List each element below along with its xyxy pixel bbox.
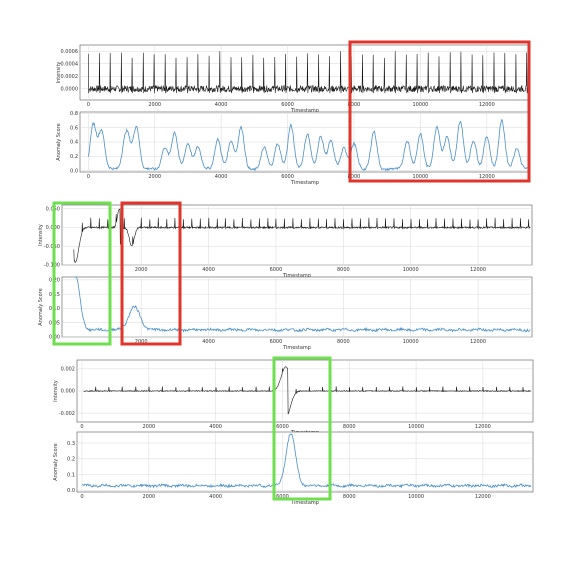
y-tick-label: -0.100	[44, 263, 60, 269]
x-axis-label: Timestamp	[282, 345, 311, 351]
y-tick-label: 0.8	[70, 111, 78, 117]
x-tick-label: 10000	[412, 102, 428, 108]
y-tick-label: 0.0000	[61, 86, 79, 92]
y-tick-label: 0.4	[70, 140, 78, 146]
panel-3-score: 0 2000 4000 6000 8000 10000 120000.00.10.20.3T…	[53, 432, 533, 506]
x-tick-label: 6000	[270, 339, 283, 345]
x-tick-label: 2000	[142, 494, 155, 500]
x-tick-label: 0	[87, 174, 90, 180]
y-axis-label: Intensity	[53, 380, 59, 402]
x-tick-label: 0	[87, 102, 90, 108]
panel-1-score: 0 2000 4000 6000 8000 10000 120000.00.20.40.60…	[56, 111, 530, 186]
y-tick-label: -0.002	[59, 411, 75, 417]
y-axis-label: Intensity	[56, 62, 62, 84]
x-tick-label: 12000	[470, 339, 486, 345]
x-tick-label: 12000	[479, 174, 495, 180]
panel-2-signal: 2000 4000 6000 8000 10000 12000-0.100-0.0500.…	[38, 205, 532, 279]
y-axis-label: Intensity	[38, 224, 44, 246]
x-tick-label: 8000	[343, 494, 356, 500]
x-tick-label: 10000	[403, 267, 419, 273]
x-tick-label: 4000	[202, 339, 215, 345]
x-tick-label: 2000	[148, 102, 161, 108]
plot-frame	[62, 205, 532, 265]
y-tick-label: 0.0	[70, 168, 78, 174]
y-tick-label: 0.1	[67, 472, 75, 478]
x-tick-label: 4000	[215, 102, 228, 108]
y-tick-label: 0.0006	[61, 49, 79, 55]
y-tick-label: 0.0	[67, 488, 75, 494]
y-tick-label: 0.0004	[61, 61, 79, 67]
x-tick-label: 10000	[408, 494, 424, 500]
x-tick-label: 8000	[337, 267, 350, 273]
x-tick-label: 10000	[403, 339, 419, 345]
y-tick-label: 0.2	[67, 457, 75, 463]
x-tick-label: 6000	[276, 424, 289, 430]
x-tick-label: 4000	[209, 424, 222, 430]
x-tick-label: 8000	[337, 339, 350, 345]
y-tick-label: 0.3	[67, 441, 75, 447]
x-tick-label: 12000	[475, 494, 491, 500]
x-tick-label: 2000	[135, 267, 148, 273]
plot-frame	[77, 432, 533, 492]
y-tick-label: -0.050	[44, 244, 60, 250]
x-tick-label: 0	[80, 424, 83, 430]
x-tick-label: 4000	[209, 494, 222, 500]
x-tick-label: 4000	[202, 267, 215, 273]
panel-1-signal: 0 2000 4000 6000 8000 10000 120000.00000.00020…	[56, 45, 530, 114]
panel-2-score: 2000 4000 6000 8000 10000 120000.000.050.100.…	[38, 277, 532, 351]
x-tick-label: 4000	[215, 174, 228, 180]
x-tick-label: 12000	[470, 267, 486, 273]
x-tick-label: 10000	[408, 424, 424, 430]
y-tick-label: 0.2	[70, 154, 78, 160]
x-tick-label: 10000	[412, 174, 428, 180]
y-axis-label: Anomaly Score	[38, 288, 44, 326]
x-axis-label: Timestamp	[290, 180, 319, 186]
x-tick-label: 2000	[142, 424, 155, 430]
x-axis-label: Timestamp	[290, 500, 319, 506]
y-tick-label: 0.6	[70, 125, 78, 131]
y-tick-label: 0.0002	[61, 74, 79, 80]
panels-layer: 0 2000 4000 6000 8000 10000 120000.00000.00020…	[38, 45, 533, 506]
y-tick-label: 0.002	[61, 367, 75, 373]
y-axis-label: Anomaly Score	[56, 123, 62, 161]
x-tick-label: 6000	[270, 267, 283, 273]
x-tick-label: 12000	[479, 102, 495, 108]
y-axis-label: Anomaly Score	[53, 443, 59, 481]
x-tick-label: 2000	[148, 174, 161, 180]
x-tick-label: 12000	[475, 424, 491, 430]
x-tick-label: 0	[80, 494, 83, 500]
panel-3-signal: 0 2000 4000 6000 8000 10000 12000 -0.002 0.000 0.…	[53, 360, 533, 436]
x-tick-label: 8000	[343, 424, 356, 430]
y-tick-label: 0.000	[61, 389, 75, 395]
